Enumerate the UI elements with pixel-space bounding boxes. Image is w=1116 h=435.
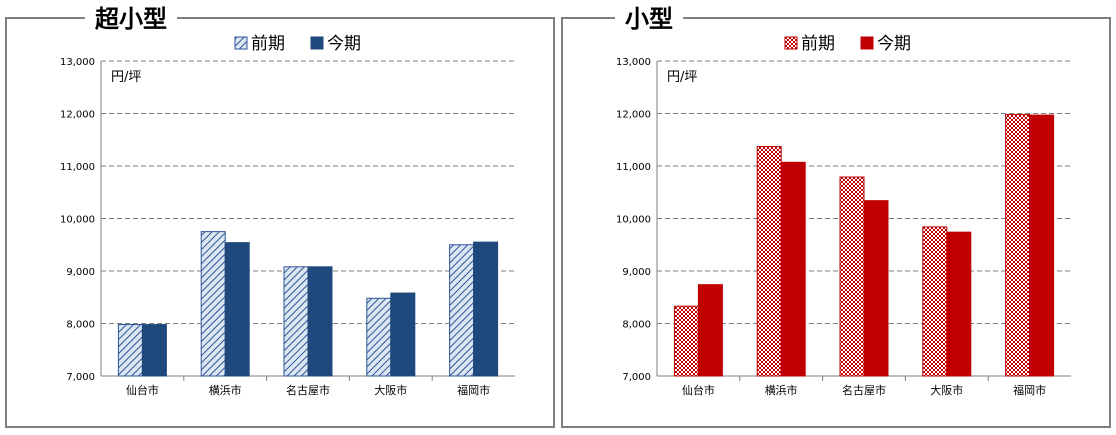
y-tick-label: 8,000 bbox=[66, 320, 95, 331]
legend-swatch bbox=[234, 36, 248, 50]
x-tick-label: 仙台市 bbox=[126, 383, 159, 397]
bar-previous bbox=[117, 324, 143, 377]
y-tick-label: 11,000 bbox=[616, 162, 651, 173]
y-tick-label: 11,000 bbox=[60, 162, 95, 173]
y-tick-label: 9,000 bbox=[66, 267, 95, 278]
bar-current bbox=[307, 266, 333, 377]
bar-current bbox=[1029, 114, 1055, 377]
legend-swatch bbox=[860, 36, 874, 50]
y-tick-label: 7,000 bbox=[622, 372, 651, 383]
bar-previous bbox=[449, 244, 475, 377]
legend-swatch bbox=[784, 36, 798, 50]
bar-previous bbox=[839, 176, 865, 377]
legend: 前期 今期 bbox=[234, 34, 361, 54]
bar-previous bbox=[673, 305, 699, 377]
bar-current bbox=[390, 292, 416, 377]
x-tick-label: 横浜市 bbox=[765, 383, 798, 397]
bar-current bbox=[473, 241, 499, 377]
y-tick-label: 12,000 bbox=[616, 110, 651, 121]
unit-label: 円/坪 bbox=[111, 70, 141, 85]
y-tick-label: 12,000 bbox=[60, 110, 95, 121]
y-tick-label: 10,000 bbox=[616, 215, 651, 226]
chart-title: 超小型 bbox=[85, 5, 177, 33]
bar-previous bbox=[366, 297, 392, 377]
legend: 前期 今期 bbox=[784, 34, 911, 54]
bar-current bbox=[697, 284, 723, 377]
bar-previous bbox=[1005, 114, 1031, 377]
chart-plot: 7,000 8,000 9,000 10,000 11,000 12,000 13,000 円… bbox=[60, 34, 515, 397]
chart-panel-small: 小型 7,000 8,000 9,000 10,000 11,000 12,000 13,0… bbox=[561, 5, 1111, 428]
x-tick-label: 福岡市 bbox=[1013, 383, 1046, 397]
x-tick-label: 名古屋市 bbox=[842, 383, 886, 397]
legend-label: 前期 bbox=[801, 34, 835, 54]
y-tick-label: 10,000 bbox=[60, 215, 95, 226]
x-tick-label: 大阪市 bbox=[374, 383, 407, 397]
chart-title: 小型 bbox=[615, 5, 683, 33]
bar-current bbox=[863, 200, 889, 377]
x-tick-label: 名古屋市 bbox=[286, 383, 330, 397]
bar-current bbox=[224, 242, 250, 377]
legend-label: 今期 bbox=[877, 34, 911, 54]
x-tick-label: 仙台市 bbox=[682, 383, 715, 397]
y-tick-label: 9,000 bbox=[622, 267, 651, 278]
bar-previous bbox=[283, 266, 309, 377]
chart-panel-super-small: 超小型 7,000 8,000 9,000 10,000 11,000 12,000 13,… bbox=[5, 5, 555, 428]
bar-current bbox=[780, 161, 806, 377]
bar-current bbox=[141, 324, 167, 377]
legend-swatch bbox=[310, 36, 324, 50]
x-tick-label: 福岡市 bbox=[457, 383, 490, 397]
legend-label: 今期 bbox=[327, 34, 361, 54]
legend-label: 前期 bbox=[251, 34, 285, 54]
bar-previous bbox=[200, 231, 226, 377]
chart-plot: 7,000 8,000 9,000 10,000 11,000 12,000 13,000 円… bbox=[616, 34, 1071, 397]
y-tick-label: 8,000 bbox=[622, 320, 651, 331]
bar-previous bbox=[922, 226, 948, 377]
unit-label: 円/坪 bbox=[667, 70, 697, 85]
y-tick-label: 13,000 bbox=[616, 57, 651, 68]
y-tick-label: 13,000 bbox=[60, 57, 95, 68]
x-tick-label: 大阪市 bbox=[930, 383, 963, 397]
x-tick-label: 横浜市 bbox=[209, 383, 242, 397]
bar-current bbox=[946, 231, 972, 377]
y-tick-label: 7,000 bbox=[66, 372, 95, 383]
bar-previous bbox=[756, 146, 782, 377]
